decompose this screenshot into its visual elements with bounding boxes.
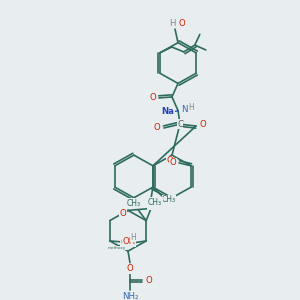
Text: O: O <box>200 120 206 129</box>
Text: Na: Na <box>162 107 174 116</box>
Text: OH: OH <box>122 237 135 246</box>
Text: O: O <box>178 19 185 28</box>
Text: O: O <box>119 209 126 218</box>
Text: O: O <box>170 158 176 167</box>
Text: O: O <box>154 124 160 133</box>
Text: O: O <box>121 238 128 247</box>
Text: CH₃: CH₃ <box>162 195 176 204</box>
Text: C: C <box>177 120 183 129</box>
Text: H: H <box>130 232 136 242</box>
Text: O: O <box>127 264 134 273</box>
Text: O: O <box>148 200 154 209</box>
Text: O: O <box>146 276 152 285</box>
Text: N: N <box>181 105 187 114</box>
Text: O: O <box>166 156 173 165</box>
Text: CH₃: CH₃ <box>148 198 162 207</box>
Text: methoxy: methoxy <box>108 246 126 250</box>
Text: CH₃: CH₃ <box>127 199 141 208</box>
Text: O: O <box>150 93 156 102</box>
Text: NH₂: NH₂ <box>122 292 138 300</box>
Text: H: H <box>188 103 194 112</box>
Text: H: H <box>169 19 175 28</box>
